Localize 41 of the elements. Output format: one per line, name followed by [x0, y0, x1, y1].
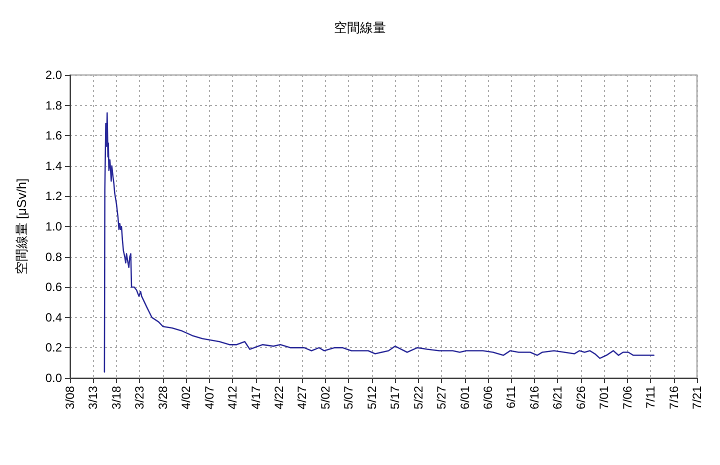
- y-axis-title: 空間線量 [μSv/h]: [14, 178, 29, 275]
- y-tick-label: 1.6: [45, 128, 62, 143]
- x-tick-label: 5/22: [411, 386, 426, 410]
- y-tick-label: 1.0: [45, 220, 62, 234]
- x-tick-label: 6/06: [481, 386, 495, 410]
- y-tick-label: 1.4: [45, 158, 62, 173]
- x-tick-label: 4/12: [226, 386, 240, 410]
- y-tick-label: 0.4: [45, 310, 62, 324]
- x-tick-label: 3/13: [86, 386, 100, 410]
- x-tick-label: 6/16: [527, 386, 542, 410]
- y-tick-label: 2.0: [45, 68, 62, 82]
- x-tick-label: 4/17: [248, 386, 263, 410]
- y-tick-label: 0.0: [45, 371, 62, 385]
- x-tick-label: 6/21: [550, 386, 565, 410]
- x-tick-label: 5/27: [434, 386, 449, 410]
- y-tick-label: 0.8: [45, 250, 62, 264]
- x-tick-label: 5/17: [388, 386, 402, 410]
- x-tick-label: 7/16: [666, 386, 681, 410]
- x-tick-label: 3/18: [109, 386, 124, 410]
- x-tick-label: 5/02: [318, 386, 332, 410]
- x-tick-label: 7/11: [644, 386, 658, 408]
- x-tick-label: 3/08: [63, 386, 77, 410]
- y-tick-label: 0.2: [45, 340, 62, 355]
- y-tick-label: 1.8: [45, 98, 62, 112]
- x-tick-label: 5/12: [364, 386, 379, 410]
- y-tick-label: 0.6: [45, 280, 62, 294]
- x-tick-label: 6/11: [504, 386, 518, 408]
- x-tick-label: 6/01: [458, 386, 472, 410]
- x-tick-label: 3/28: [156, 386, 170, 410]
- x-tick-label: 3/23: [132, 386, 147, 410]
- x-tick-label: 7/06: [620, 386, 634, 410]
- x-tick-label: 7/01: [597, 386, 612, 410]
- chart-title: 空間線量: [334, 20, 386, 35]
- x-tick-label: 5/07: [342, 386, 356, 410]
- x-tick-label: 7/21: [690, 386, 704, 410]
- x-tick-label: 4/07: [202, 386, 216, 410]
- x-tick-label: 6/26: [574, 386, 588, 410]
- x-tick-label: 4/22: [272, 386, 286, 410]
- x-tick-label: 4/02: [179, 386, 194, 410]
- x-tick-label: 4/27: [295, 386, 310, 410]
- y-tick-label: 1.2: [45, 189, 62, 204]
